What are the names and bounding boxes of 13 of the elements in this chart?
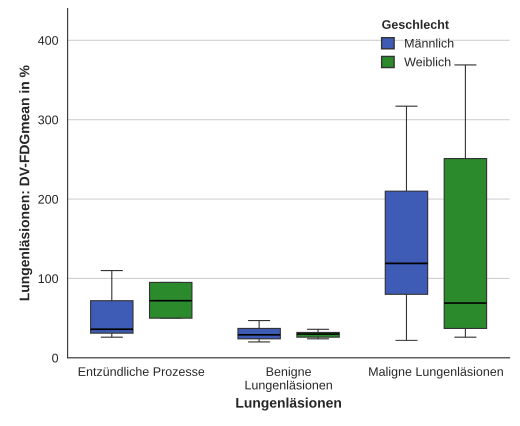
x-tick-label: Entzündliche Prozesse xyxy=(78,366,204,376)
y-axis-title: Lungenläsionen: DV-FDGmean in % xyxy=(19,65,32,300)
legend-label: Weiblich xyxy=(404,57,450,66)
y-tick-label: 100 xyxy=(38,274,58,284)
y-tick-label: 0 xyxy=(52,354,58,362)
y-tick-label: 200 xyxy=(38,194,58,204)
x-tick-label: Benigne Lungenläsionen xyxy=(245,366,332,392)
y-tick-label: 300 xyxy=(38,115,58,124)
x-tick-label: Maligne Lungenläsionen xyxy=(369,366,503,379)
legend-label: Männlich xyxy=(405,38,454,48)
legend-title: Geschlecht xyxy=(382,20,449,29)
x-axis-title: Lungenläsionen xyxy=(236,398,341,411)
y-tick-label: 400 xyxy=(38,36,58,45)
